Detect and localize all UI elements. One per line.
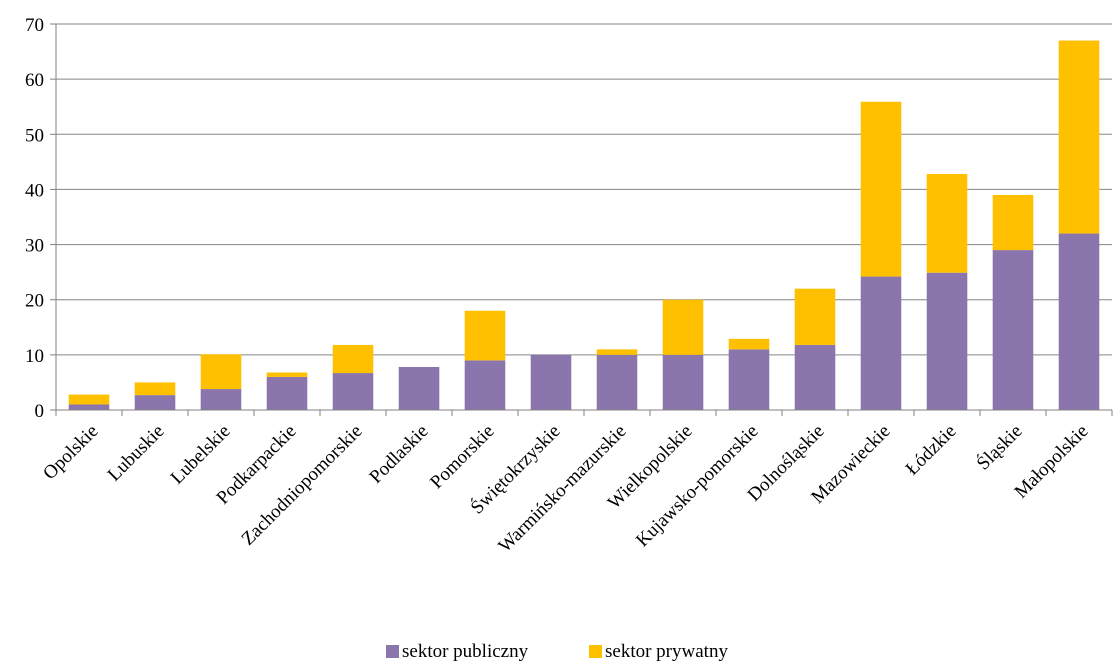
bar-sektor-publiczny (68, 404, 110, 410)
bar-sektor-publiczny (134, 395, 176, 410)
bar-sektor-publiczny (464, 360, 506, 410)
bars (68, 40, 1100, 410)
gridlines (56, 23, 1112, 356)
bar-sektor-prywatny (332, 344, 374, 374)
x-category-label: Podlaskie (365, 421, 432, 488)
bar-sektor-prywatny (266, 372, 308, 377)
x-category-label: Kujawsko-pomorskie (632, 421, 763, 552)
bar-sektor-publiczny (398, 366, 440, 410)
x-axis-labels: Opolskie LubuskieLubelskiePodkarpackieZac… (39, 420, 1092, 557)
bar-sektor-prywatny (728, 338, 770, 350)
x-axis-ticks (55, 410, 1113, 416)
bar-sektor-publiczny (266, 376, 308, 410)
x-category-label: Łódzkie (902, 421, 961, 480)
bar-sektor-publiczny (662, 354, 704, 410)
legend-label: sektor publiczny (402, 641, 529, 662)
bar-sektor-prywatny (68, 394, 110, 405)
bar-sektor-publiczny (992, 250, 1034, 410)
bar-sektor-prywatny (662, 299, 704, 355)
bar-sektor-publiczny (794, 344, 836, 410)
legend: sektor publiczny sektor prywatny (386, 641, 728, 662)
bar-sektor-publiczny (728, 349, 770, 410)
bar-sektor-publiczny (926, 272, 968, 410)
bar-sektor-prywatny (860, 101, 902, 277)
bar-sektor-publiczny (596, 354, 638, 410)
bar-sektor-prywatny (464, 310, 506, 361)
legend-label: sektor prywatny (605, 641, 728, 662)
x-category-label: Śląskie (972, 420, 1026, 474)
bar-sektor-prywatny (794, 288, 836, 345)
y-tick-label: 40 (25, 180, 44, 201)
x-category-label: Warmińsko-mazurskie (494, 421, 630, 557)
y-tick-label: 20 (25, 291, 44, 312)
bar-sektor-prywatny (926, 173, 968, 273)
bar-sektor-publiczny (200, 389, 242, 410)
y-tick-label: 10 (25, 346, 44, 367)
bar-sektor-prywatny (596, 349, 638, 355)
bar-sektor-publiczny (332, 373, 374, 410)
bar-sektor-publiczny (1058, 233, 1100, 410)
legend-swatch (589, 645, 602, 658)
bar-sektor-prywatny (200, 354, 242, 390)
legend-swatch (386, 645, 399, 658)
bar-sektor-prywatny (134, 382, 176, 396)
y-tick-label: 60 (25, 70, 44, 91)
y-tick-label: 0 (35, 401, 45, 422)
y-axis-ticks: 0 10 20 30 40 50 60 70 (25, 15, 56, 422)
bar-sektor-prywatny (992, 194, 1034, 251)
bar-sektor-publiczny (530, 354, 572, 410)
x-category-label: Opolskie (39, 421, 102, 484)
y-tick-label: 70 (25, 15, 44, 36)
y-tick-label: 30 (25, 236, 44, 257)
x-category-label: Lubuskie (104, 421, 169, 486)
x-category-label: Zachodniopomorskie (238, 421, 367, 550)
bar-sektor-prywatny (1058, 40, 1100, 234)
bar-sektor-publiczny (860, 276, 902, 410)
x-category-label: Lubelskie (167, 421, 235, 489)
y-tick-label: 50 (25, 125, 44, 146)
